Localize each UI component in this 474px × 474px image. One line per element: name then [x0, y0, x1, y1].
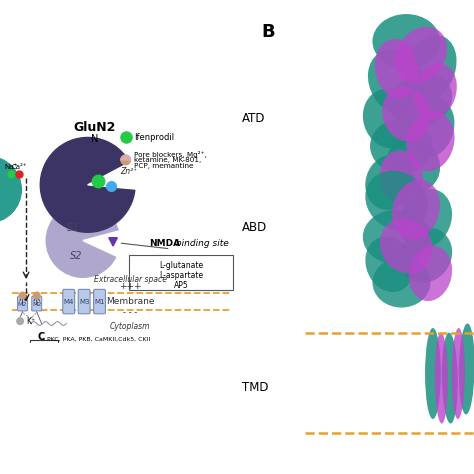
Text: PKC, PKA, PKB, CaMKII,Cdk5, CKII: PKC, PKA, PKB, CaMKII,Cdk5, CKII	[47, 337, 151, 341]
Text: TMD: TMD	[242, 381, 268, 394]
Text: GluN2: GluN2	[73, 121, 116, 135]
Text: S2: S2	[70, 251, 82, 261]
Ellipse shape	[452, 328, 465, 419]
Text: PCP, memantine: PCP, memantine	[134, 163, 193, 169]
Text: Pore blockers, Mg²⁺,: Pore blockers, Mg²⁺,	[134, 151, 207, 157]
Text: Extracellular space: Extracellular space	[94, 275, 167, 284]
Ellipse shape	[425, 328, 441, 419]
Text: Cytoplasm: Cytoplasm	[110, 322, 151, 331]
Text: Membrane: Membrane	[106, 297, 155, 306]
Text: M1: M1	[94, 299, 105, 305]
Ellipse shape	[365, 237, 413, 292]
Ellipse shape	[390, 73, 452, 128]
FancyBboxPatch shape	[18, 296, 27, 311]
Ellipse shape	[409, 246, 452, 301]
Circle shape	[33, 292, 40, 299]
Polygon shape	[109, 238, 118, 246]
Text: L-glutanate: L-glutanate	[159, 261, 203, 270]
Text: binding site: binding site	[173, 239, 229, 248]
Ellipse shape	[373, 257, 430, 308]
Text: L-aspartate: L-aspartate	[159, 271, 203, 280]
Text: K⁺: K⁺	[26, 317, 35, 326]
Ellipse shape	[459, 323, 474, 414]
Text: M2: M2	[18, 301, 27, 307]
Ellipse shape	[363, 210, 430, 264]
Text: AP5: AP5	[174, 282, 189, 290]
Text: M4: M4	[64, 299, 74, 305]
Circle shape	[17, 318, 24, 325]
Ellipse shape	[394, 27, 447, 83]
Ellipse shape	[365, 155, 413, 210]
Wedge shape	[88, 162, 137, 189]
Text: NMDA: NMDA	[149, 239, 181, 248]
Text: M3: M3	[79, 299, 90, 305]
Text: C: C	[38, 332, 45, 342]
FancyBboxPatch shape	[94, 289, 105, 314]
Wedge shape	[83, 230, 122, 257]
Text: N: N	[91, 134, 99, 144]
Circle shape	[40, 137, 135, 232]
Text: ketamine, MK-801,: ketamine, MK-801,	[134, 157, 201, 163]
Ellipse shape	[442, 333, 458, 424]
Text: M2: M2	[32, 301, 41, 307]
Ellipse shape	[407, 98, 455, 158]
FancyBboxPatch shape	[32, 296, 42, 311]
Ellipse shape	[435, 333, 448, 424]
Text: ABD: ABD	[242, 221, 267, 235]
FancyBboxPatch shape	[78, 289, 90, 314]
Ellipse shape	[365, 171, 428, 230]
FancyBboxPatch shape	[129, 255, 233, 290]
Wedge shape	[121, 155, 130, 160]
Ellipse shape	[363, 89, 416, 148]
Ellipse shape	[380, 219, 433, 273]
Ellipse shape	[382, 87, 430, 142]
Text: +++: +++	[119, 282, 142, 291]
Ellipse shape	[373, 14, 440, 69]
Circle shape	[19, 292, 26, 299]
Text: S1: S1	[67, 222, 80, 233]
Text: Ifenprodil: Ifenprodil	[134, 133, 174, 142]
Circle shape	[121, 155, 130, 165]
Text: ATD: ATD	[242, 112, 265, 125]
Ellipse shape	[392, 180, 440, 240]
Ellipse shape	[380, 150, 423, 205]
FancyBboxPatch shape	[63, 289, 75, 314]
Text: - - -: - - -	[123, 308, 137, 317]
Ellipse shape	[404, 35, 456, 102]
Ellipse shape	[387, 137, 440, 192]
Ellipse shape	[406, 111, 455, 172]
Text: Zn²⁺: Zn²⁺	[120, 167, 137, 176]
Ellipse shape	[375, 39, 418, 99]
Text: Ca²⁺: Ca²⁺	[12, 164, 27, 171]
Ellipse shape	[399, 228, 452, 283]
Ellipse shape	[399, 189, 452, 249]
Ellipse shape	[368, 49, 425, 115]
Circle shape	[46, 204, 120, 277]
Text: B: B	[261, 23, 275, 41]
Ellipse shape	[370, 118, 433, 173]
Text: Na⁺: Na⁺	[4, 164, 17, 171]
Circle shape	[0, 156, 21, 223]
Ellipse shape	[414, 64, 457, 119]
